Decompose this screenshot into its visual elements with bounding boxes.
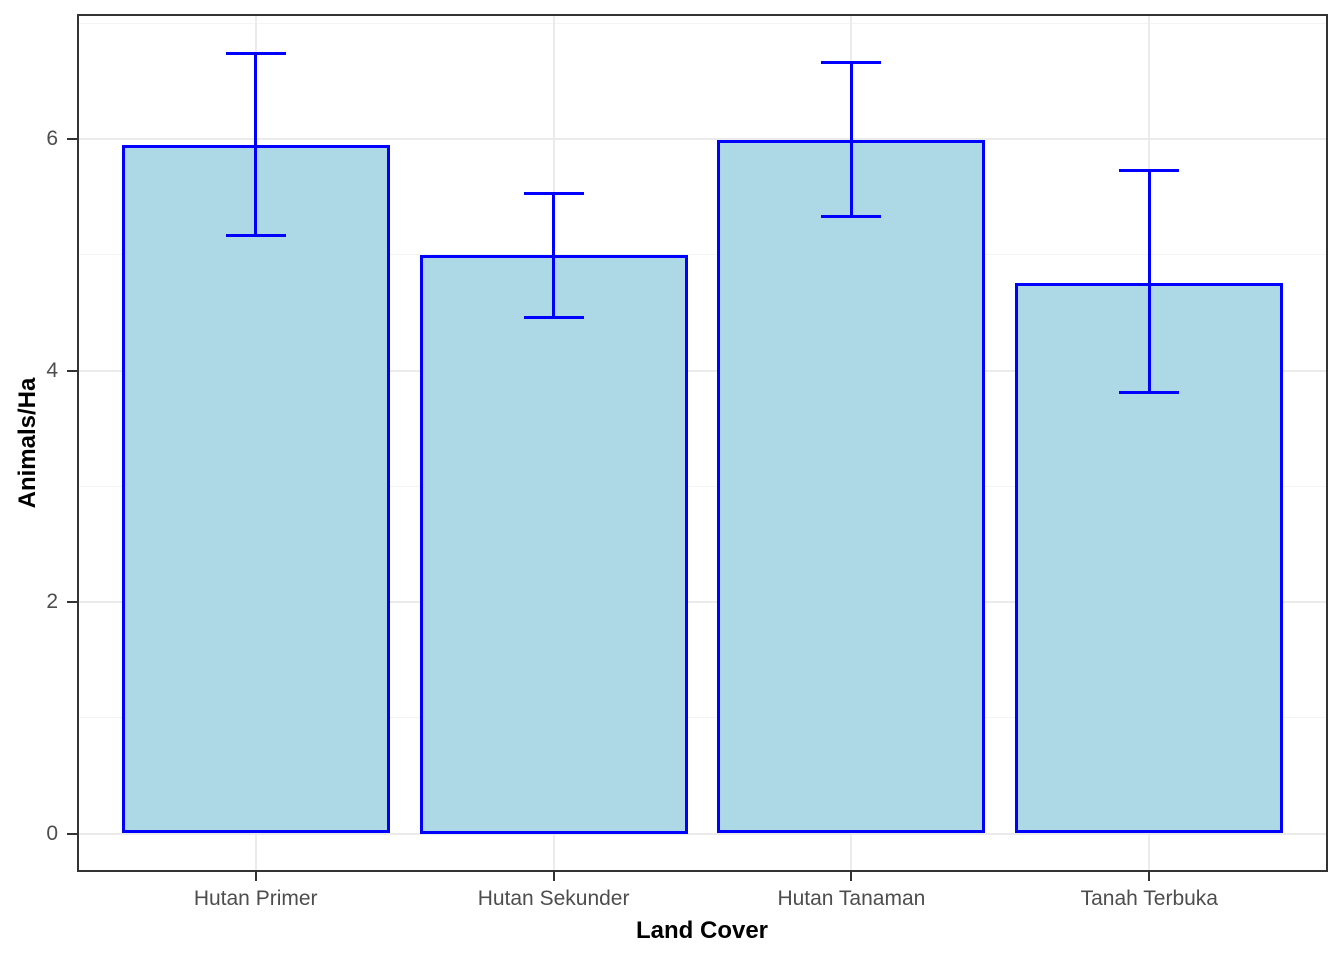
gridline-major-horizontal	[77, 138, 1328, 140]
y-tick-mark	[67, 138, 77, 140]
error-bar-cap-upper-tanah-terbuka	[1119, 168, 1180, 172]
y-tick-label: 0	[46, 821, 58, 845]
x-tick-label-hutan-sekunder: Hutan Sekunder	[477, 887, 630, 910]
error-bar-cap-lower-hutan-sekunder	[523, 315, 584, 319]
y-axis-title: Animals/Ha	[14, 377, 41, 509]
y-tick-mark	[67, 601, 77, 603]
gridline-minor-horizontal	[77, 717, 1328, 719]
y-tick-mark	[67, 369, 77, 372]
x-tick-mark	[850, 872, 853, 881]
error-bar-cap-lower-hutan-tanaman	[821, 215, 882, 219]
bar-hutan-primer	[121, 144, 390, 834]
error-bar-cap-upper-hutan-tanaman	[821, 61, 882, 65]
x-tick-mark	[254, 872, 257, 881]
error-bar-line-tanah-terbuka	[1147, 170, 1151, 393]
error-bar-cap-upper-hutan-primer	[225, 51, 286, 55]
gridline-major-horizontal	[77, 832, 1328, 835]
y-tick-mark	[67, 832, 77, 835]
error-bar-cap-lower-tanah-terbuka	[1119, 390, 1180, 394]
x-tick-label-hutan-primer: Hutan Primer	[193, 887, 318, 910]
error-bar-line-hutan-tanaman	[849, 62, 853, 217]
x-tick-label-tanah-terbuka: Tanah Terbuka	[1080, 887, 1218, 910]
error-bar-cap-lower-hutan-primer	[225, 233, 286, 237]
gridline-major-horizontal	[77, 601, 1328, 603]
bar-hutan-tanaman	[717, 140, 986, 834]
y-tick-label: 4	[46, 358, 58, 382]
y-tick-label: 2	[46, 590, 58, 613]
bar-hutan-sekunder	[419, 254, 688, 834]
error-bar-line-hutan-sekunder	[552, 193, 556, 318]
plot-panel	[77, 14, 1328, 872]
x-axis-title: Land Cover	[635, 917, 769, 944]
gridline-minor-horizontal	[77, 22, 1328, 24]
gridline-minor-horizontal	[77, 254, 1328, 256]
x-tick-mark	[1148, 872, 1151, 881]
y-tick-label: 6	[46, 127, 58, 150]
gridline-minor-horizontal	[77, 485, 1328, 487]
error-bar-line-hutan-primer	[254, 53, 258, 236]
x-tick-label-hutan-tanaman: Hutan Tanaman	[777, 887, 926, 910]
x-tick-mark	[552, 872, 555, 881]
panel-border	[77, 14, 1328, 872]
error-bar-cap-upper-hutan-sekunder	[523, 191, 584, 195]
gridline-major-horizontal	[77, 369, 1328, 372]
